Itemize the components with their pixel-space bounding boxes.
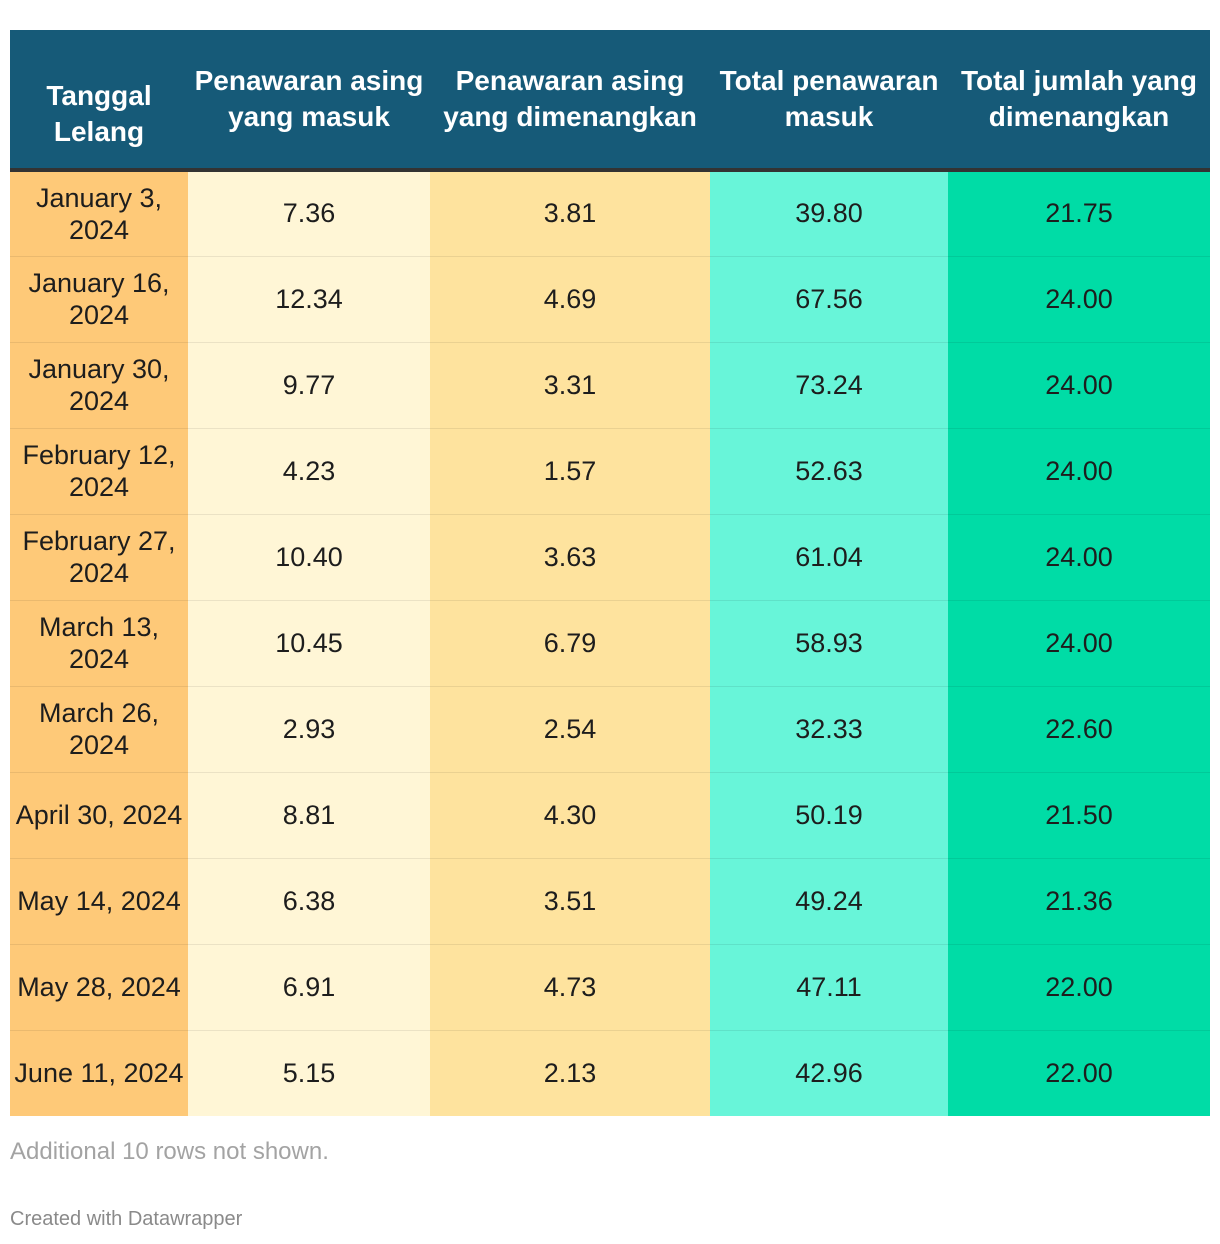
table-header: Tanggal Lelang Penawaran asing yang masu…	[10, 30, 1210, 172]
cell-tanggal-lelang: May 28, 2024	[10, 943, 188, 1030]
table-row: April 30, 2024 8.81 4.30 50.19 21.50	[10, 771, 1210, 858]
cell-tanggal-lelang: April 30, 2024	[10, 771, 188, 858]
cell-penawaran-asing-masuk: 12.34	[188, 255, 430, 342]
cell-tanggal-lelang: January 3, 2024	[10, 169, 188, 256]
cell-penawaran-asing-masuk: 4.23	[188, 427, 430, 514]
cell-total-dimenangkan: 22.00	[948, 1029, 1210, 1116]
cell-total-dimenangkan: 24.00	[948, 341, 1210, 428]
column-header-tanggal-lelang[interactable]: Tanggal Lelang	[10, 30, 188, 172]
column-header-penawaran-asing-dimenangkan[interactable]: Penawaran asing yang dimenangkan	[430, 30, 710, 172]
cell-total-dimenangkan: 21.50	[948, 771, 1210, 858]
cell-penawaran-asing-dimenangkan: 2.54	[430, 685, 710, 772]
cell-tanggal-lelang: May 14, 2024	[10, 857, 188, 944]
cell-penawaran-asing-dimenangkan: 3.51	[430, 857, 710, 944]
cell-total-penawaran-masuk: 32.33	[710, 685, 948, 772]
cell-penawaran-asing-dimenangkan: 1.57	[430, 427, 710, 514]
cell-tanggal-lelang: February 27, 2024	[10, 513, 188, 600]
cell-penawaran-asing-dimenangkan: 2.13	[430, 1029, 710, 1116]
table-row: May 14, 2024 6.38 3.51 49.24 21.36	[10, 857, 1210, 944]
header-row: Tanggal Lelang Penawaran asing yang masu…	[10, 30, 1210, 172]
cell-penawaran-asing-masuk: 7.36	[188, 169, 430, 256]
cell-tanggal-lelang: January 16, 2024	[10, 255, 188, 342]
table-row: March 13, 2024 10.45 6.79 58.93 24.00	[10, 599, 1210, 686]
cell-total-penawaran-masuk: 52.63	[710, 427, 948, 514]
cell-penawaran-asing-dimenangkan: 3.31	[430, 341, 710, 428]
cell-total-penawaran-masuk: 49.24	[710, 857, 948, 944]
cell-total-dimenangkan: 21.75	[948, 169, 1210, 256]
column-header-total-dimenangkan[interactable]: Total jumlah yang dimenangkan	[948, 30, 1210, 172]
table-row: February 12, 2024 4.23 1.57 52.63 24.00	[10, 427, 1210, 514]
cell-penawaran-asing-masuk: 10.40	[188, 513, 430, 600]
column-header-penawaran-asing-masuk[interactable]: Penawaran asing yang masuk	[188, 30, 430, 172]
cell-penawaran-asing-dimenangkan: 3.81	[430, 169, 710, 256]
cell-total-dimenangkan: 24.00	[948, 513, 1210, 600]
table-row: June 11, 2024 5.15 2.13 42.96 22.00	[10, 1029, 1210, 1116]
cell-penawaran-asing-dimenangkan: 4.30	[430, 771, 710, 858]
data-table-container: Tanggal Lelang Penawaran asing yang masu…	[10, 30, 1210, 1116]
table-row: January 16, 2024 12.34 4.69 67.56 24.00	[10, 255, 1210, 342]
cell-total-dimenangkan: 24.00	[948, 599, 1210, 686]
cell-penawaran-asing-masuk: 9.77	[188, 341, 430, 428]
cell-total-penawaran-masuk: 73.24	[710, 341, 948, 428]
cell-penawaran-asing-dimenangkan: 6.79	[430, 599, 710, 686]
cell-total-penawaran-masuk: 42.96	[710, 1029, 948, 1116]
table-row: March 26, 2024 2.93 2.54 32.33 22.60	[10, 685, 1210, 772]
cell-total-dimenangkan: 24.00	[948, 427, 1210, 514]
cell-total-dimenangkan: 22.00	[948, 943, 1210, 1030]
table-row: February 27, 2024 10.40 3.63 61.04 24.00	[10, 513, 1210, 600]
table-row: January 30, 2024 9.77 3.31 73.24 24.00	[10, 341, 1210, 428]
cell-penawaran-asing-dimenangkan: 4.73	[430, 943, 710, 1030]
cell-tanggal-lelang: March 26, 2024	[10, 685, 188, 772]
cell-total-dimenangkan: 22.60	[948, 685, 1210, 772]
cell-tanggal-lelang: March 13, 2024	[10, 599, 188, 686]
cell-total-penawaran-masuk: 58.93	[710, 599, 948, 686]
table-body: January 3, 2024 7.36 3.81 39.80 21.75 January…	[10, 169, 1210, 1116]
cell-penawaran-asing-dimenangkan: 3.63	[430, 513, 710, 600]
table-row: May 28, 2024 6.91 4.73 47.11 22.00	[10, 943, 1210, 1030]
cell-tanggal-lelang: June 11, 2024	[10, 1029, 188, 1116]
cell-total-penawaran-masuk: 39.80	[710, 169, 948, 256]
cell-total-penawaran-masuk: 61.04	[710, 513, 948, 600]
cell-total-penawaran-masuk: 47.11	[710, 943, 948, 1030]
table-row: January 3, 2024 7.36 3.81 39.80 21.75	[10, 169, 1210, 256]
cell-tanggal-lelang: January 30, 2024	[10, 341, 188, 428]
cell-total-penawaran-masuk: 67.56	[710, 255, 948, 342]
cell-penawaran-asing-dimenangkan: 4.69	[430, 255, 710, 342]
cell-total-dimenangkan: 24.00	[948, 255, 1210, 342]
cell-total-dimenangkan: 21.36	[948, 857, 1210, 944]
cell-penawaran-asing-masuk: 6.38	[188, 857, 430, 944]
credit-line: Created with Datawrapper	[10, 1208, 243, 1230]
data-table: Tanggal Lelang Penawaran asing yang masu…	[10, 30, 1210, 1116]
cell-penawaran-asing-masuk: 6.91	[188, 943, 430, 1030]
cell-penawaran-asing-masuk: 8.81	[188, 771, 430, 858]
column-header-total-penawaran-masuk[interactable]: Total penawaran masuk	[710, 30, 948, 172]
cell-penawaran-asing-masuk: 5.15	[188, 1029, 430, 1116]
cell-penawaran-asing-masuk: 2.93	[188, 685, 430, 772]
cell-tanggal-lelang: February 12, 2024	[10, 427, 188, 514]
cell-penawaran-asing-masuk: 10.45	[188, 599, 430, 686]
cell-total-penawaran-masuk: 50.19	[710, 771, 948, 858]
footer-note: Additional 10 rows not shown.	[10, 1138, 329, 1165]
